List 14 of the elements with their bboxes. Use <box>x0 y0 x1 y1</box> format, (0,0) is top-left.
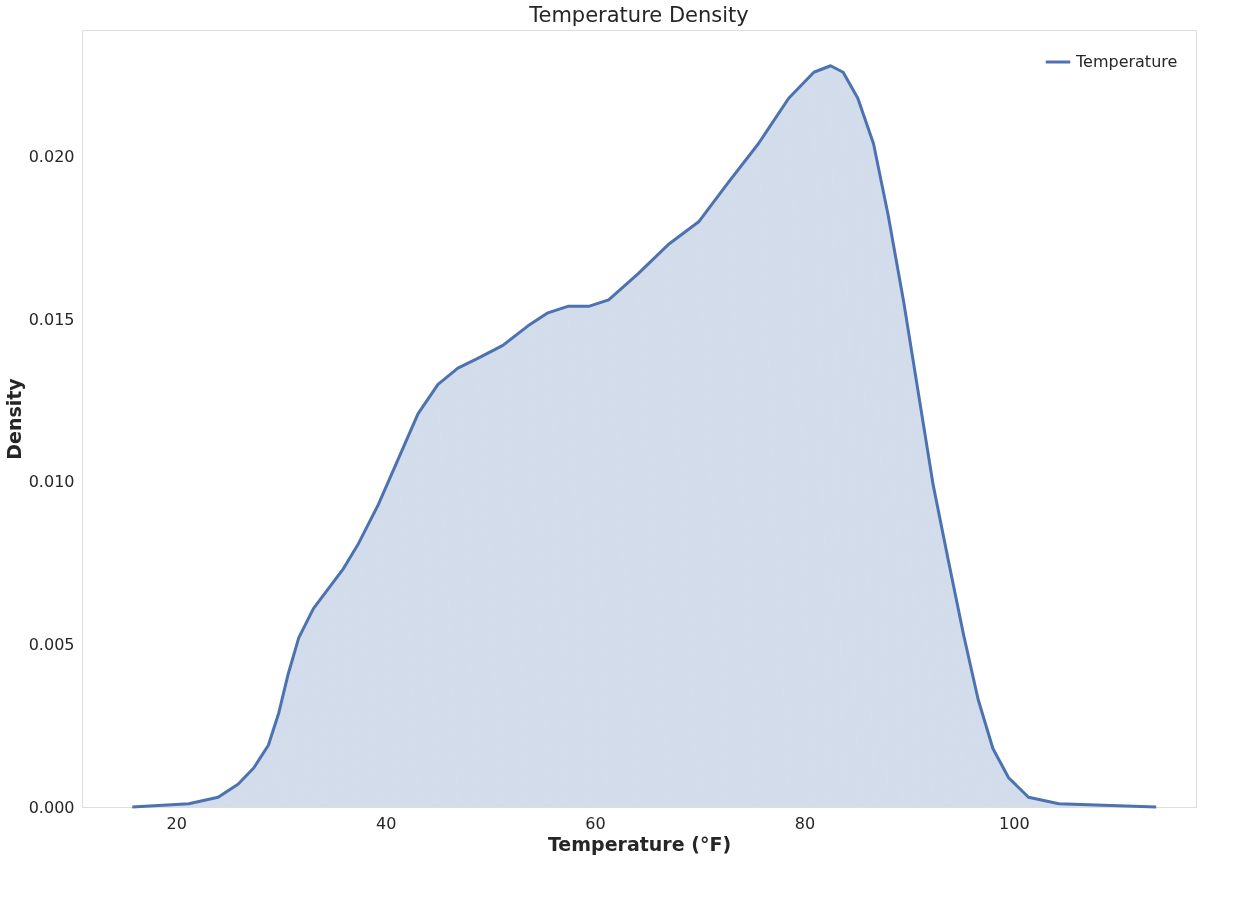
y-tick-label: 0.020 <box>28 147 75 167</box>
legend-label: Temperature <box>1075 52 1178 71</box>
x-tick-label: 60 <box>585 813 606 833</box>
x-axis-title: Temperature (°F) <box>547 832 732 855</box>
y-tick-label: 0.010 <box>28 472 75 492</box>
x-tick-label: 20 <box>166 813 187 833</box>
x-tick-label: 40 <box>375 813 397 833</box>
chart-title: Temperature Density <box>528 3 749 27</box>
x-tick-label: 100 <box>999 813 1030 833</box>
x-tick-label: 80 <box>794 813 816 833</box>
y-tick-label: 0.015 <box>28 309 75 329</box>
y-axis-title: Density <box>2 377 25 460</box>
y-tick-label: 0.000 <box>28 797 75 817</box>
y-tick-label: 0.005 <box>28 634 75 654</box>
